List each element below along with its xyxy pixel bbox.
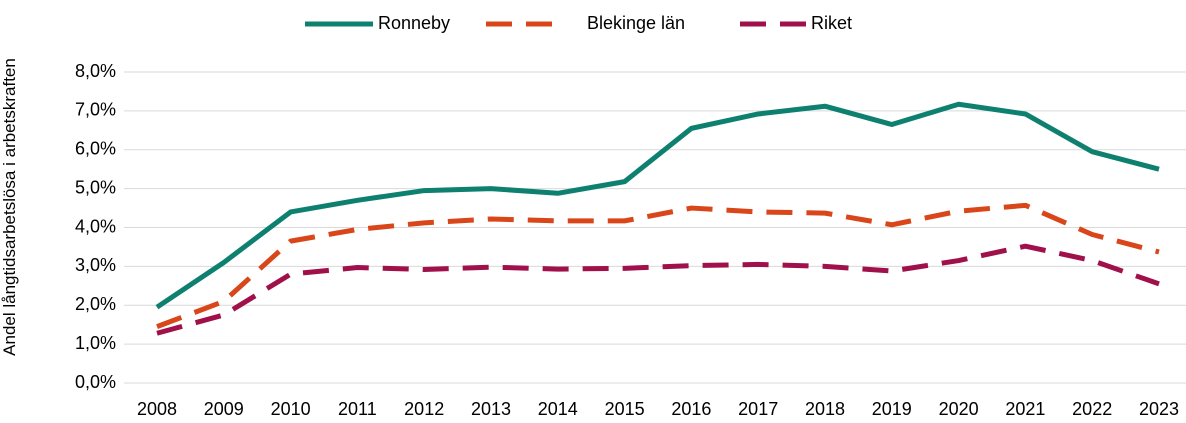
line (155, 101, 1160, 310)
x-tick-label: 2022 (1072, 399, 1112, 419)
x-tick-label: 2020 (939, 399, 979, 419)
x-tick-label: 2016 (671, 399, 711, 419)
y-tick-label: 6,0% (75, 139, 116, 159)
y-tick-label: 5,0% (75, 177, 116, 197)
x-tick-label: 2021 (1005, 399, 1045, 419)
legend-label: Riket (811, 13, 852, 33)
x-tick-label: 2012 (404, 399, 444, 419)
x-tick-label: 2015 (605, 399, 645, 419)
x-tick-label: 2023 (1139, 399, 1179, 419)
line (156, 202, 1160, 329)
y-tick-label: 7,0% (75, 100, 116, 120)
x-tick-label: 2010 (271, 399, 311, 419)
x-tick-label: 2018 (805, 399, 845, 419)
legend-label: Ronneby (378, 13, 450, 33)
y-tick-label: 8,0% (75, 61, 116, 81)
y-tick-label: 1,0% (75, 333, 116, 353)
x-tick-label: 2011 (338, 399, 377, 419)
y-tick-label: 4,0% (75, 216, 116, 236)
line (156, 243, 1160, 336)
y-axis-label: Andel långtidsarbetslösa i arbetskraften (0, 58, 19, 356)
x-tick-label: 2009 (204, 399, 244, 419)
x-tick-label: 2013 (471, 399, 511, 419)
x-tick-label: 2019 (872, 399, 912, 419)
x-tick-label: 2017 (738, 399, 778, 419)
y-tick-label: 0,0% (75, 372, 116, 392)
legend-label: Blekinge län (587, 13, 685, 33)
x-tick-label: 2008 (137, 399, 177, 419)
x-tick-label: 2014 (538, 399, 578, 419)
y-tick-label: 2,0% (75, 294, 116, 314)
y-tick-label: 3,0% (75, 255, 116, 275)
